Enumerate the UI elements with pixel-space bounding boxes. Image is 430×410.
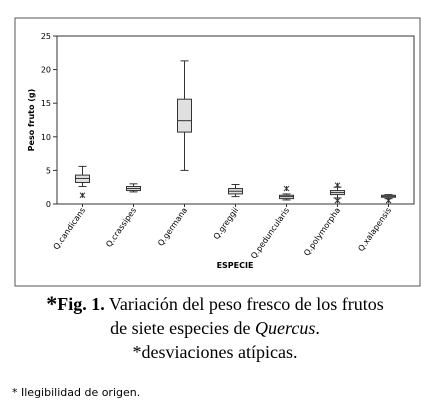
plot-area [56, 35, 415, 205]
outlier [79, 192, 86, 199]
caption-text: Variación del peso fresco de los frutos [104, 294, 384, 314]
caption-line: de siete especies de Quercus. [0, 316, 430, 340]
y-tick-label: 15 [41, 99, 51, 108]
outlier [334, 197, 341, 204]
y-tick-label: 5 [46, 166, 51, 175]
y-tick-label: 10 [41, 133, 51, 142]
x-tick-label: Q.candicans [52, 206, 88, 251]
caption-italic: Quercus [255, 318, 316, 338]
y-tick-label: 20 [41, 66, 51, 75]
x-tick-label: Q.germana [156, 206, 189, 248]
frame [14, 17, 421, 287]
caption-marker: * [46, 291, 58, 316]
x-tick-label: Q.xalapensis [356, 206, 393, 253]
x-tick-label: Q.peduncularis [249, 206, 291, 261]
x-axis-label: ESPECIE [217, 261, 254, 270]
chart: Peso fruto (g) ESPECIE 0 5 10 15 20 25 Q.candi… [14, 17, 421, 287]
caption-text: *desviaciones atípicas. [132, 342, 298, 362]
outlier [283, 185, 290, 192]
caption-text: de siete especies de [110, 318, 256, 338]
footnote: * Ilegibilidad de origen. [12, 386, 141, 399]
y-axis-label: Peso fruto (g) [27, 89, 36, 152]
caption-line: *desviaciones atípicas. [0, 340, 430, 364]
x-tick-label: Q.polymorpha [302, 206, 342, 258]
y-tick-label: 0 [46, 200, 51, 209]
caption-line: *Fig. 1. Variación del peso fresco de lo… [0, 292, 430, 316]
caption-label: Fig. 1. [57, 294, 105, 314]
x-tick-label: Q.greggii [212, 206, 240, 241]
x-tick-label: Q.crassipes [104, 206, 138, 249]
y-tick-label: 25 [41, 32, 51, 41]
outlier [334, 182, 341, 189]
caption-text: . [315, 318, 320, 338]
box [177, 98, 192, 133]
outlier [385, 197, 392, 204]
